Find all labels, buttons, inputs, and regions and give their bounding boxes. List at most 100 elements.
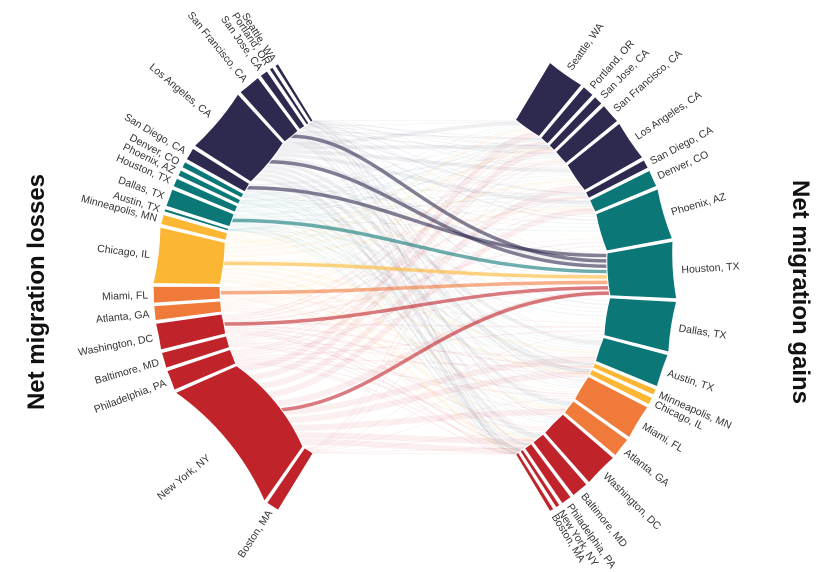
flow-boston-ma-to-portland-or xyxy=(305,143,548,449)
left-label-chicago-il: Chicago, IL xyxy=(96,243,150,261)
left-arc-san-francisco-ca xyxy=(239,76,299,143)
right-label-austin-tx: Austin, TX xyxy=(666,367,716,394)
flow-phoenix-az-to-dallas-tx xyxy=(239,201,609,313)
right-side-title: Net migration gains xyxy=(787,179,814,405)
flow-dallas-tx-to-san-diego-ca xyxy=(232,194,588,219)
flow-san-jose-ca-to-los-angeles-ca xyxy=(303,126,570,169)
left-arc-minneapolis-mn xyxy=(159,213,229,242)
right-arc-miami-fl xyxy=(573,375,649,439)
right-arc-baltimore-md xyxy=(532,433,588,497)
right-label-miami-fl: Miami, FL xyxy=(640,421,686,455)
flow-los-angeles-ca-to-san-jose-ca xyxy=(278,144,551,150)
flow-baltimore-md-to-seattle-wa xyxy=(226,132,536,337)
right-arc-san-jose-ca xyxy=(548,95,603,152)
flow-phoenix-az-to-minneapolis-mn xyxy=(239,202,594,366)
flow-san-francisco-ca-to-portland-or xyxy=(297,131,542,140)
right-arc-portland-or xyxy=(539,85,594,145)
flow-san-jose-ca-to-denver-co xyxy=(303,126,591,202)
flow-austin-tx-to-baltimore-md xyxy=(228,230,538,439)
flow-boston-ma-to-dallas-tx xyxy=(308,334,605,451)
flow-phoenix-az-to-san-diego-ca xyxy=(239,194,587,202)
flow-atlanta-ga-to-baltimore-md xyxy=(221,309,536,441)
left-arc-denver-co xyxy=(181,161,245,199)
flow-chicago-il-to-los-angeles-ca xyxy=(223,179,579,254)
flow-austin-tx-to-atlanta-ga xyxy=(228,230,569,408)
left-label-atlanta-ga: Atlanta, GA xyxy=(95,308,150,325)
right-arc-washington-dc xyxy=(543,413,615,484)
right-label-seattle-wa: Seattle, WA xyxy=(565,21,607,73)
flow-los-angeles-ca-to-chicago-il xyxy=(261,164,592,373)
left-label-washington-dc: Washington, DC xyxy=(77,332,154,358)
flow-miami-fl-to-san-francisco-ca xyxy=(220,159,563,290)
flow-atlanta-ga-to-austin-tx xyxy=(221,306,598,356)
flow-san-francisco-ca-to-dallas-tx xyxy=(291,135,610,306)
flow-minneapolis-mn-to-miami-fl xyxy=(226,237,581,391)
flow-los-angeles-ca-to-houston-tx xyxy=(268,156,609,265)
flow-new-york-ny-to-new-york-ny xyxy=(296,438,521,455)
flow-austin-tx-to-new-york-ny xyxy=(228,230,522,451)
flow-chicago-il-to-austin-tx xyxy=(221,262,599,354)
flow-seattle-wa-to-baltimore-md xyxy=(311,121,543,435)
flow-minneapolis-mn-to-san-francisco-ca xyxy=(227,158,562,235)
left-label-miami-fl: Miami, FL xyxy=(102,289,149,302)
right-arc-new-york-ny xyxy=(519,448,561,509)
flow-san-jose-ca-to-austin-tx xyxy=(302,127,603,341)
right-arc-minneapolis-mn xyxy=(591,362,657,396)
flow-philadelphia-pa-to-washington-dc xyxy=(234,360,547,432)
flow-san-francisco-ca-to-washington-dc xyxy=(287,138,560,419)
flow-seattle-wa-to-austin-tx xyxy=(311,121,604,339)
flow-washington-dc-to-minneapolis-mn xyxy=(223,324,594,368)
flow-new-york-ny-to-austin-tx xyxy=(265,356,597,416)
right-label-phoenix-az: Phoenix, AZ xyxy=(670,191,728,219)
highlight-flow-san-diego-ca-to-houston-tx xyxy=(247,186,608,258)
flow-boston-ma-to-washington-dc xyxy=(311,431,546,453)
flow-seattle-wa-to-seattle-wa xyxy=(313,119,517,122)
flow-baltimore-md-to-chicago-il xyxy=(228,342,590,375)
left-arc-dallas-tx xyxy=(165,188,235,228)
flow-denver-co-to-denver-co xyxy=(243,194,592,205)
flow-san-francisco-ca-to-minneapolis-mn xyxy=(290,136,595,365)
left-arc-austin-tx xyxy=(163,208,230,232)
left-arc-seattle-wa xyxy=(274,62,314,123)
flow-houston-tx-to-denver-co xyxy=(236,204,592,209)
right-arc-austin-tx xyxy=(594,336,669,388)
flow-philadelphia-pa-to-minneapolis-mn xyxy=(233,357,593,368)
flow-san-francisco-ca-to-phoenix-az xyxy=(292,134,599,221)
highlight-flow-miami-fl-to-houston-tx xyxy=(220,280,610,295)
flow-baltimore-md-to-los-angeles-ca xyxy=(226,185,582,339)
flow-miami-fl-to-minneapolis-mn xyxy=(220,293,594,367)
left-arc-new-york-ny xyxy=(174,365,304,503)
flow-minneapolis-mn-to-minneapolis-mn xyxy=(226,236,594,366)
flow-washington-dc-to-san-diego-ca xyxy=(222,196,588,321)
flow-atlanta-ga-to-san-jose-ca xyxy=(220,148,553,303)
left-arc-portland-or xyxy=(268,66,310,126)
left-arc-chicago-il xyxy=(152,226,226,285)
flow-dallas-tx-to-dallas-tx xyxy=(231,219,608,317)
right-label-houston-tx: Houston, TX xyxy=(681,260,740,276)
flow-ribbons xyxy=(219,119,610,455)
flow-denver-co-to-new-york-ny xyxy=(241,197,522,451)
flow-minneapolis-mn-to-washington-dc xyxy=(226,238,553,426)
left-arc-miami-fl xyxy=(152,285,221,304)
flow-minneapolis-mn-to-philadelphia-pa xyxy=(225,239,528,447)
flow-san-jose-ca-to-seattle-wa xyxy=(304,121,519,127)
flow-portland-or-to-portland-or xyxy=(308,123,542,139)
flow-seattle-wa-to-denver-co xyxy=(312,120,590,201)
flow-washington-dc-to-washington-dc xyxy=(224,328,549,430)
flow-chicago-il-to-denver-co xyxy=(222,205,594,258)
flow-baltimore-md-to-atlanta-ga xyxy=(228,343,566,412)
left-arc-atlanta-ga xyxy=(153,300,223,322)
flow-new-york-ny-to-baltimore-md xyxy=(288,432,534,445)
flow-los-angeles-ca-to-denver-co xyxy=(271,153,591,205)
flow-chicago-il-to-baltimore-md xyxy=(220,275,537,441)
flow-los-angeles-ca-to-austin-tx xyxy=(264,160,602,345)
flow-minneapolis-mn-to-phoenix-az xyxy=(226,234,603,237)
flow-dallas-tx-to-boston-ma xyxy=(229,225,517,454)
flow-minneapolis-mn-to-dallas-tx xyxy=(226,236,608,320)
right-arc-denver-co xyxy=(588,169,658,213)
flow-houston-tx-to-seattle-wa xyxy=(237,126,526,207)
right-label-atlanta-ga: Atlanta, GA xyxy=(622,447,672,489)
left-arc-washington-dc xyxy=(154,313,227,351)
highlight-flow-san-francisco-ca-to-houston-tx xyxy=(291,134,609,263)
flow-dallas-tx-to-portland-or xyxy=(233,140,544,216)
